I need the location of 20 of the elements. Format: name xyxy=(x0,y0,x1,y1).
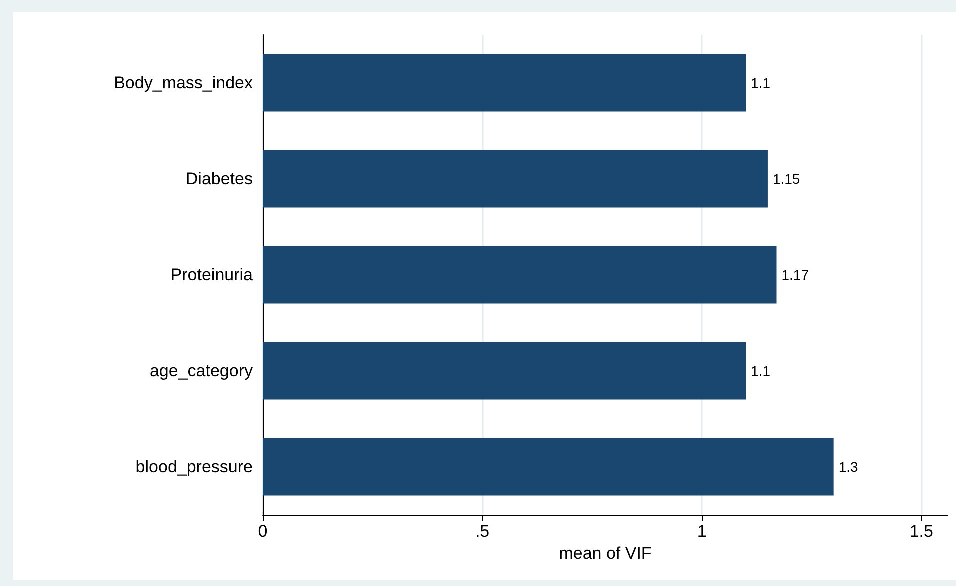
y-tick-label: blood_pressure xyxy=(136,458,253,476)
y-tick-label: Body_mass_index xyxy=(114,74,254,92)
y-tick-label: age_category xyxy=(150,362,254,380)
x-tick-label: .5 xyxy=(475,522,490,541)
x-tick-label: 1.5 xyxy=(910,522,934,541)
bar xyxy=(263,342,746,400)
bar xyxy=(263,438,834,496)
x-tick-label: 1 xyxy=(697,522,707,541)
bar xyxy=(263,54,746,112)
data-label: 1.17 xyxy=(782,267,810,283)
y-tick-label: Diabetes xyxy=(186,170,253,188)
data-label: 1.15 xyxy=(772,171,800,187)
data-label: 1.1 xyxy=(751,363,771,379)
bar xyxy=(263,150,768,208)
data-label: 1.1 xyxy=(751,75,771,91)
bar xyxy=(263,246,777,304)
x-tick-label: 0 xyxy=(258,522,268,541)
y-tick-label: Proteinuria xyxy=(170,266,254,284)
data-label: 1.3 xyxy=(838,459,859,475)
x-axis-title: mean of VIF xyxy=(559,544,652,563)
